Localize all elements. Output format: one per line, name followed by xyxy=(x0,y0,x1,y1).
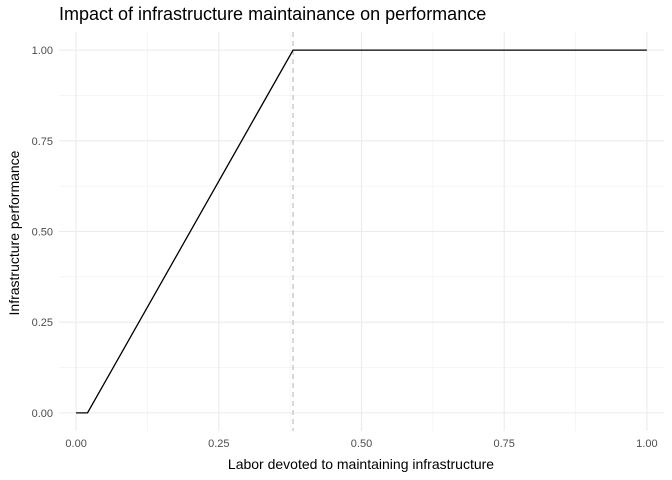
x-tick-label: 1.00 xyxy=(636,438,657,450)
grid-major xyxy=(59,32,664,431)
chart-title: Impact of infrastructure maintainance on… xyxy=(59,4,487,24)
y-tick-label: 0.25 xyxy=(32,317,53,329)
x-tick-label: 0.75 xyxy=(493,438,514,450)
series-group xyxy=(76,49,647,414)
y-axis-title: Infrastructure performance xyxy=(6,150,22,315)
series-line xyxy=(76,49,647,414)
x-tick-label: 0.25 xyxy=(208,438,229,450)
x-tick-label: 0.50 xyxy=(351,438,372,450)
y-tick-label: 0.50 xyxy=(32,227,53,239)
y-tick-label: 1.00 xyxy=(32,45,53,57)
x-tick-label: 0.00 xyxy=(65,438,86,450)
x-axis-title: Labor devoted to maintaining infrastruct… xyxy=(228,456,494,472)
x-axis-ticks: 0.00 0.25 0.50 0.75 1.00 xyxy=(65,438,657,450)
y-tick-label: 0.00 xyxy=(32,408,53,420)
y-axis-ticks: 0.00 0.25 0.50 0.75 1.00 xyxy=(32,45,53,420)
y-tick-label: 0.75 xyxy=(32,136,53,148)
